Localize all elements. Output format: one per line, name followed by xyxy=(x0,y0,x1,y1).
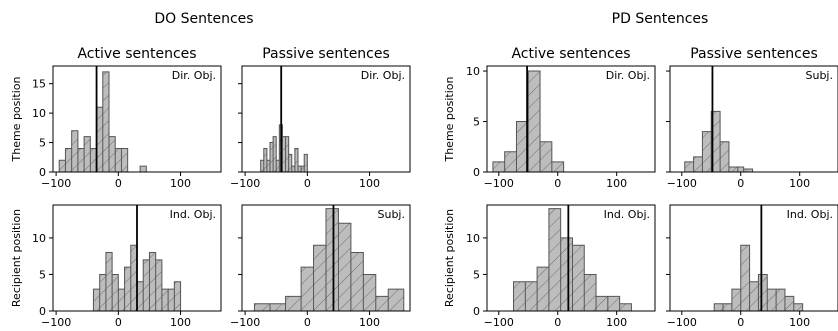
x-tick-label: −100 xyxy=(484,316,514,329)
panel-title: Active sentences xyxy=(77,46,196,62)
x-tick-label: 0 xyxy=(115,316,122,329)
panel-corner-label: Subj. xyxy=(806,69,834,82)
y-tick-label: 10 xyxy=(32,232,46,245)
panel-corner-label: Dir. Obj. xyxy=(172,69,216,82)
x-tick-label: 100 xyxy=(359,316,380,329)
axes-frame xyxy=(52,65,222,173)
row-label: Theme position xyxy=(10,76,23,162)
x-tick-label: 100 xyxy=(359,177,380,190)
x-tick-label: −100 xyxy=(230,177,260,190)
y-tick-label: 5 xyxy=(473,268,480,281)
x-tick-label: 100 xyxy=(606,316,627,329)
panel-corner-label: Ind. Obj. xyxy=(604,208,650,221)
x-tick-label: 100 xyxy=(789,316,810,329)
histogram-bars xyxy=(253,208,405,312)
histogram-bars xyxy=(492,70,565,173)
axes-frame xyxy=(486,65,656,173)
y-tick-label: 5 xyxy=(39,137,46,150)
x-tick-label: 0 xyxy=(304,316,311,329)
panel-title: Passive sentences xyxy=(690,46,818,62)
x-tick-label: −100 xyxy=(41,316,71,329)
y-tick-label: 0 xyxy=(473,166,480,179)
histogram-panel: −100 0 100 Subj. Passive sentences xyxy=(666,46,838,190)
y-tick-label: 15 xyxy=(32,78,46,91)
histogram-panel: −100 0 100 0 5 10 Dir. Obj. Active sentences xyxy=(466,46,656,190)
x-tick-label: 100 xyxy=(170,316,191,329)
group-title-pd: PD Sentences xyxy=(612,11,709,27)
x-tick-label: −100 xyxy=(667,177,697,190)
panel-corner-label: Ind. Obj. xyxy=(787,208,833,221)
panel-corner-label: Dir. Obj. xyxy=(606,69,650,82)
x-tick-label: 100 xyxy=(606,177,627,190)
panel-title: Active sentences xyxy=(511,46,630,62)
y-tick-label: 10 xyxy=(32,107,46,120)
axes-frame xyxy=(669,204,838,312)
x-tick-label: −100 xyxy=(41,177,71,190)
x-tick-label: −100 xyxy=(484,177,514,190)
y-tick-label: 5 xyxy=(473,116,480,129)
axes-frame xyxy=(52,204,222,312)
x-tick-label: −100 xyxy=(230,316,260,329)
x-tick-label: 0 xyxy=(737,316,744,329)
x-tick-label: 0 xyxy=(115,177,122,190)
axes-frame xyxy=(486,204,656,312)
row-label: Theme position xyxy=(443,76,456,162)
histogram-bars xyxy=(713,244,804,312)
group-title-do: DO Sentences xyxy=(154,11,253,27)
x-tick-label: 0 xyxy=(554,177,561,190)
x-tick-label: 0 xyxy=(304,177,311,190)
x-tick-label: 0 xyxy=(737,177,744,190)
axes-frame xyxy=(669,65,838,173)
x-tick-label: −100 xyxy=(667,316,697,329)
panel-corner-label: Ind. Obj. xyxy=(170,208,216,221)
histogram-panel: −100 0 100 Subj. xyxy=(230,204,411,329)
panel-corner-label: Dir. Obj. xyxy=(361,69,405,82)
y-tick-label: 0 xyxy=(39,305,46,318)
y-tick-label: 10 xyxy=(466,65,480,78)
y-tick-label: 10 xyxy=(466,232,480,245)
x-tick-label: 100 xyxy=(170,177,191,190)
row-label: Recipient position xyxy=(10,209,23,307)
histogram-panel: −100 0 100 Dir. Obj. Passive sentences xyxy=(230,46,411,190)
panel-corner-label: Subj. xyxy=(378,208,406,221)
histogram-panel: −100 0 100 0 5 10 Ind. Obj. xyxy=(466,204,656,329)
axes-frame xyxy=(241,65,411,173)
y-tick-label: 5 xyxy=(39,268,46,281)
x-tick-label: 0 xyxy=(554,316,561,329)
x-tick-label: 100 xyxy=(789,177,810,190)
y-tick-label: 0 xyxy=(473,305,480,318)
y-tick-label: 0 xyxy=(39,166,46,179)
axes-frame xyxy=(241,204,411,312)
histogram-panel: −100 0 100 Ind. Obj. xyxy=(666,204,838,329)
row-label: Recipient position xyxy=(443,209,456,307)
panel-title: Passive sentences xyxy=(262,46,390,62)
histogram-bars xyxy=(684,110,754,173)
histogram-bars xyxy=(260,124,308,173)
